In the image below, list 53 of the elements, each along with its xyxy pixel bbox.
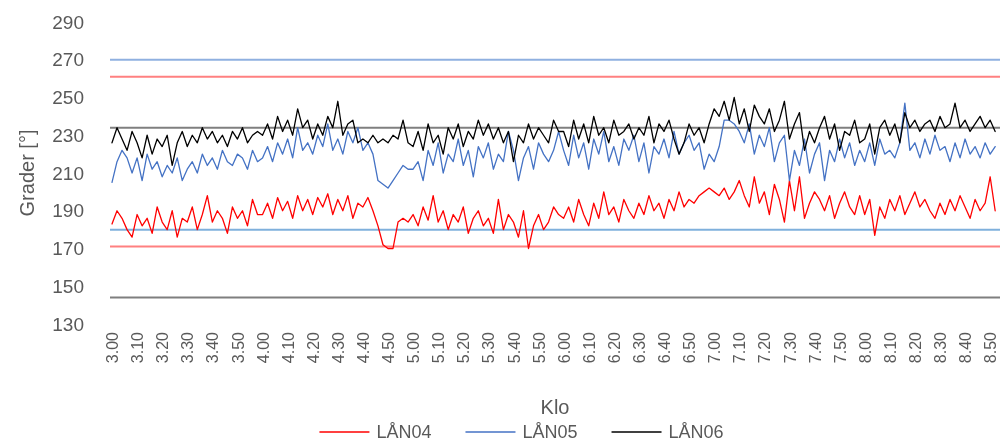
x-tick-label: 6.00 [555,331,573,364]
line-series [111,176,996,250]
x-tick-label: 3.00 [104,331,122,364]
y-tick-label: 210 [52,162,84,184]
y-tick-label: 250 [52,87,84,109]
x-tick-label: 7.10 [731,331,749,364]
x-tick-label: 8.30 [932,331,950,364]
x-tick-label: 7.50 [831,331,849,364]
x-tick-label: 6.20 [605,331,623,364]
legend-label: LÅN06 [668,422,724,442]
x-tick-label: 8.40 [957,331,975,364]
x-tick-label: 4.30 [329,331,347,364]
y-tick-label: 290 [52,11,84,33]
x-tick-label: 3.30 [179,331,197,364]
x-tick-label: 6.30 [630,331,648,364]
x-tick-label: 5.00 [405,331,423,364]
y-tick-label: 190 [52,200,84,222]
x-tick-label: 3.10 [129,331,147,364]
x-tick-label: 3.20 [154,331,172,364]
x-tick-label: 8.10 [881,331,899,364]
legend-label: LÅN04 [376,422,432,442]
x-tick-label: 4.40 [355,331,372,364]
x-tick-label: 4.50 [380,331,398,364]
y-tick-label: 170 [52,238,84,260]
legend-label: LÅN05 [522,422,578,442]
x-tick-label: 3.50 [229,331,247,364]
x-tick-label: 5.30 [480,331,498,364]
x-tick-label: 8.20 [906,331,924,364]
x-tick-label: 6.10 [580,331,598,364]
y-tick-label: 230 [52,124,84,146]
x-tick-label: 6.40 [656,331,674,364]
line-series [111,96,996,167]
x-tick-label: 6.50 [681,331,699,364]
x-tick-label: 3.40 [204,331,222,364]
x-tick-label: 8.00 [856,331,874,364]
y-tick-label: 270 [52,49,84,71]
x-tick-label: 4.00 [254,331,272,364]
x-tick-label: 5.50 [530,331,548,364]
x-tick-label: 7.30 [781,331,799,364]
line-series [111,102,996,189]
y-tick-label: 150 [52,275,84,297]
y-tick-label: 130 [52,313,84,335]
x-tick-label: 7.40 [806,331,824,364]
x-tick-label: 7.20 [756,331,774,364]
x-tick-label: 4.10 [279,331,297,364]
y-axis-title: Grader [°] [16,129,38,217]
x-tick-label: 5.20 [455,331,473,364]
x-tick-label: 5.40 [505,331,523,364]
x-tick-label: 4.20 [304,331,322,364]
x-tick-label: 7.00 [706,331,724,364]
x-axis-title: Klo [540,396,570,418]
x-tick-label: 5.10 [430,331,448,364]
x-tick-label: 8.50 [982,331,1000,364]
